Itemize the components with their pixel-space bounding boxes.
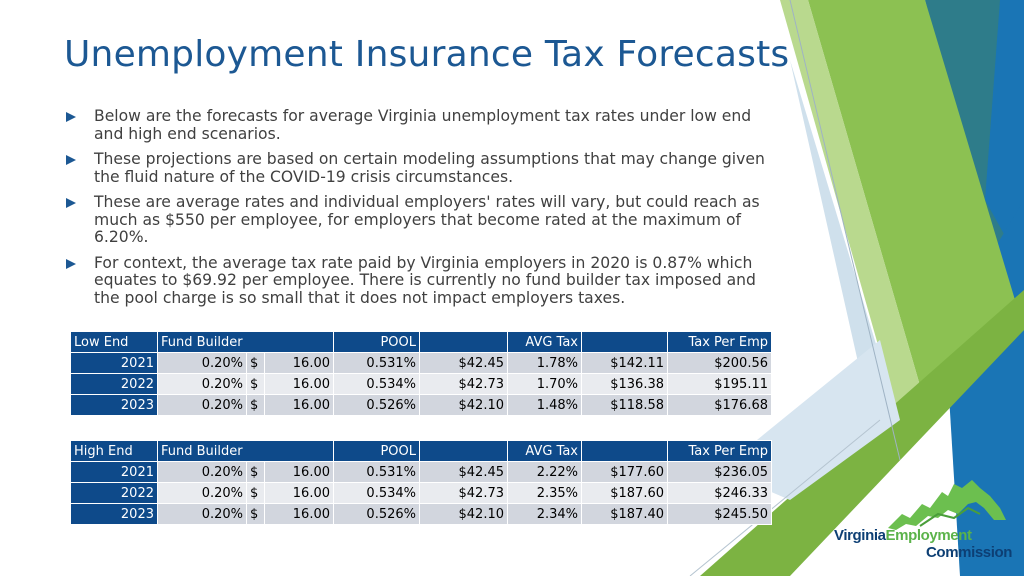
avg-tax-amount: $187.60 bbox=[581, 482, 668, 504]
bullet-arrow-icon bbox=[66, 155, 76, 165]
currency-symbol: $ bbox=[246, 461, 265, 483]
pool-rate: 0.526% bbox=[333, 503, 420, 525]
table-row: 2023 0.20% $ 16.00 0.526% $42.10 2.34% $… bbox=[70, 503, 772, 525]
header-pool: POOL bbox=[333, 331, 420, 353]
mountain-logo-icon bbox=[888, 480, 1006, 530]
header-blank bbox=[419, 440, 508, 462]
bullet-text: For context, the average tax rate paid b… bbox=[94, 253, 756, 307]
bullet-list: Below are the forecasts for average Virg… bbox=[64, 107, 774, 315]
header-pool: POOL bbox=[333, 440, 420, 462]
logo-line-1: VirginiaEmployment bbox=[834, 527, 972, 544]
pool-amount: $42.45 bbox=[419, 461, 508, 483]
avg-tax-rate: 1.70% bbox=[507, 373, 582, 395]
high-end-table: High End Fund Builder POOL AVG Tax Tax P… bbox=[70, 440, 772, 525]
table-row: 2023 0.20% $ 16.00 0.526% $42.10 1.48% $… bbox=[70, 394, 772, 416]
header-tax-per-emp: Tax Per Emp bbox=[667, 331, 772, 353]
year-cell: 2021 bbox=[70, 352, 158, 374]
avg-tax-rate: 2.35% bbox=[507, 482, 582, 504]
tax-per-emp: $246.33 bbox=[667, 482, 772, 504]
avg-tax-amount: $177.60 bbox=[581, 461, 668, 483]
header-blank bbox=[581, 440, 668, 462]
bullet-arrow-icon bbox=[66, 198, 76, 208]
bullet-item: For context, the average tax rate paid b… bbox=[64, 253, 774, 308]
fund-builder-rate: 0.20% bbox=[157, 503, 247, 525]
header-avg-tax: AVG Tax bbox=[507, 440, 582, 462]
currency-symbol: $ bbox=[246, 482, 265, 504]
bullet-item: Below are the forecasts for average Virg… bbox=[64, 107, 774, 143]
pool-amount: $42.10 bbox=[419, 503, 508, 525]
pool-rate: 0.534% bbox=[333, 482, 420, 504]
fund-builder-amount: 16.00 bbox=[264, 461, 334, 483]
tax-per-emp: $236.05 bbox=[667, 461, 772, 483]
currency-symbol: $ bbox=[246, 503, 265, 525]
table-header-row: Low End Fund Builder POOL AVG Tax Tax Pe… bbox=[70, 331, 772, 353]
table-row: 2021 0.20% $ 16.00 0.531% $42.45 1.78% $… bbox=[70, 352, 772, 374]
table-row: 2021 0.20% $ 16.00 0.531% $42.45 2.22% $… bbox=[70, 461, 772, 483]
pool-rate: 0.526% bbox=[333, 394, 420, 416]
header-scenario: Low End bbox=[70, 331, 158, 353]
year-cell: 2023 bbox=[70, 394, 158, 416]
pool-rate: 0.531% bbox=[333, 352, 420, 374]
fund-builder-rate: 0.20% bbox=[157, 352, 247, 374]
header-fund-builder: Fund Builder bbox=[157, 440, 334, 462]
bullet-item: These projections are based on certain m… bbox=[64, 150, 774, 186]
avg-tax-amount: $136.38 bbox=[581, 373, 668, 395]
table-row: 2022 0.20% $ 16.00 0.534% $42.73 1.70% $… bbox=[70, 373, 772, 395]
fund-builder-rate: 0.20% bbox=[157, 373, 247, 395]
header-tax-per-emp: Tax Per Emp bbox=[667, 440, 772, 462]
year-cell: 2022 bbox=[70, 373, 158, 395]
pool-amount: $42.73 bbox=[419, 482, 508, 504]
tax-per-emp: $195.11 bbox=[667, 373, 772, 395]
avg-tax-amount: $118.58 bbox=[581, 394, 668, 416]
year-cell: 2021 bbox=[70, 461, 158, 483]
tax-per-emp: $200.56 bbox=[667, 352, 772, 374]
header-blank bbox=[581, 331, 668, 353]
header-scenario: High End bbox=[70, 440, 158, 462]
fund-builder-amount: 16.00 bbox=[264, 352, 334, 374]
pool-amount: $42.73 bbox=[419, 373, 508, 395]
year-cell: 2022 bbox=[70, 482, 158, 504]
tax-per-emp: $176.68 bbox=[667, 394, 772, 416]
header-blank bbox=[419, 331, 508, 353]
avg-tax-rate: 1.78% bbox=[507, 352, 582, 374]
avg-tax-rate: 2.34% bbox=[507, 503, 582, 525]
fund-builder-rate: 0.20% bbox=[157, 461, 247, 483]
low-end-table: Low End Fund Builder POOL AVG Tax Tax Pe… bbox=[70, 331, 772, 416]
avg-tax-amount: $142.11 bbox=[581, 352, 668, 374]
page-title: Unemployment Insurance Tax Forecasts bbox=[64, 34, 790, 75]
fund-builder-amount: 16.00 bbox=[264, 394, 334, 416]
currency-symbol: $ bbox=[246, 394, 265, 416]
pool-rate: 0.531% bbox=[333, 461, 420, 483]
pool-amount: $42.45 bbox=[419, 352, 508, 374]
fund-builder-amount: 16.00 bbox=[264, 482, 334, 504]
fund-builder-rate: 0.20% bbox=[157, 394, 247, 416]
bullet-text: These are average rates and individual e… bbox=[94, 193, 760, 246]
header-fund-builder: Fund Builder bbox=[157, 331, 334, 353]
avg-tax-rate: 1.48% bbox=[507, 394, 582, 416]
avg-tax-amount: $187.40 bbox=[581, 503, 668, 525]
avg-tax-rate: 2.22% bbox=[507, 461, 582, 483]
table-row: 2022 0.20% $ 16.00 0.534% $42.73 2.35% $… bbox=[70, 482, 772, 504]
year-cell: 2023 bbox=[70, 503, 158, 525]
tax-per-emp: $245.50 bbox=[667, 503, 772, 525]
bullet-arrow-icon bbox=[66, 258, 76, 269]
bullet-item: These are average rates and individual e… bbox=[64, 193, 774, 247]
currency-symbol: $ bbox=[246, 373, 265, 395]
bullet-text: These projections are based on certain m… bbox=[94, 150, 765, 186]
currency-symbol: $ bbox=[246, 352, 265, 374]
fund-builder-amount: 16.00 bbox=[264, 503, 334, 525]
logo-commission: Commission bbox=[926, 544, 1013, 561]
vec-logo: VirginiaEmployment Commission bbox=[830, 474, 1013, 566]
logo-employment: Employment bbox=[885, 527, 972, 544]
bullet-text: Below are the forecasts for average Virg… bbox=[94, 107, 752, 143]
table-header-row: High End Fund Builder POOL AVG Tax Tax P… bbox=[70, 440, 772, 462]
fund-builder-rate: 0.20% bbox=[157, 482, 247, 504]
header-avg-tax: AVG Tax bbox=[507, 331, 582, 353]
bullet-arrow-icon bbox=[66, 112, 76, 122]
pool-amount: $42.10 bbox=[419, 394, 508, 416]
fund-builder-amount: 16.00 bbox=[264, 373, 334, 395]
pool-rate: 0.534% bbox=[333, 373, 420, 395]
logo-virginia: Virginia bbox=[834, 527, 886, 544]
